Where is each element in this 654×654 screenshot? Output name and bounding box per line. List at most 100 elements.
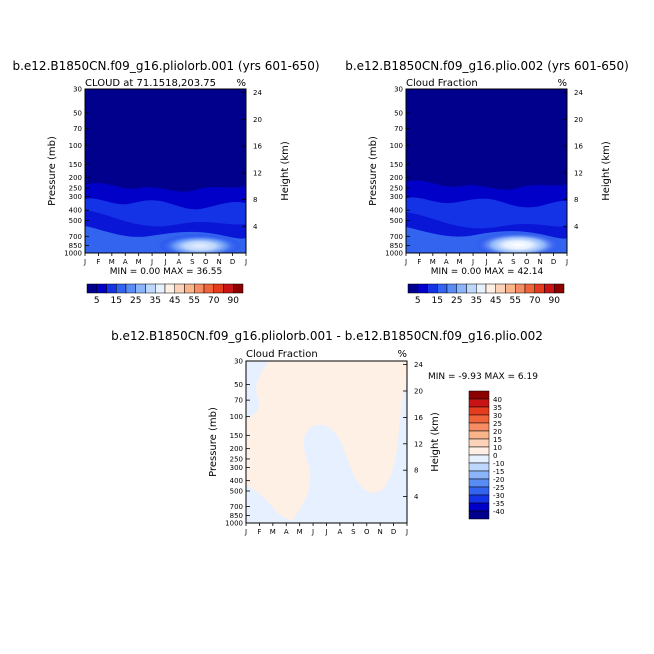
colorbar-label: 40: [493, 396, 502, 404]
colorbar-swatch: [534, 283, 545, 294]
pressure-tick-label: 400: [390, 207, 403, 215]
pressure-tick-label: 500: [390, 217, 403, 225]
height-tick-label: 4: [414, 493, 419, 501]
colorbar-label: -25: [493, 484, 504, 492]
colorbar-label: 45: [490, 296, 501, 306]
colorbar-swatch: [505, 283, 516, 294]
panel-2: b.e12.B1850CN.f09_g16.plio.002 (yrs 601-…: [345, 59, 629, 306]
colorbar-label: 5: [94, 296, 100, 306]
panel-2-height-axis: 24 20 16 12 8 4: [563, 89, 583, 231]
colorbar-swatch: [468, 446, 490, 456]
month-tick-label: M: [136, 258, 142, 266]
colorbar-swatch: [468, 462, 490, 472]
height-tick-label: 16: [574, 143, 583, 151]
month-tick-label: O: [524, 258, 530, 266]
colorbar-swatch: [223, 283, 234, 294]
height-tick-label: 12: [574, 169, 583, 177]
colorbar-label: 15: [493, 436, 502, 444]
colorbar-label: -35: [493, 500, 504, 508]
colorbar-swatch: [468, 510, 490, 520]
pressure-tick-label: 250: [390, 185, 403, 193]
colorbar-swatch: [485, 283, 496, 294]
month-tick-label: A: [177, 258, 182, 266]
colorbar-swatch: [468, 438, 490, 448]
panel-3-field: [246, 361, 407, 523]
panel-3-ylabel: Pressure (mb): [208, 407, 219, 477]
colorbar-label: -10: [493, 460, 504, 468]
month-tick-label: J: [404, 258, 407, 266]
colorbar-swatch: [524, 283, 535, 294]
month-tick-label: N: [217, 258, 222, 266]
height-tick-label: 24: [253, 89, 262, 97]
panel-1-minmax: MIN = 0.00 MAX = 36.55: [110, 267, 222, 277]
colorbar-label: 25: [451, 296, 462, 306]
month-tick-label: J: [484, 258, 487, 266]
pressure-tick-label: 250: [69, 185, 82, 193]
month-tick-label: F: [417, 258, 421, 266]
pressure-tick-label: 1000: [64, 250, 82, 258]
height-tick-label: 8: [253, 196, 257, 204]
panel-2-ylabel-right: Height (km): [601, 141, 612, 201]
month-tick-label: A: [444, 258, 449, 266]
month-tick-label: J: [83, 258, 86, 266]
pressure-tick-label: 30: [394, 86, 403, 94]
height-tick-label: 16: [253, 143, 262, 151]
pressure-tick-label: 50: [234, 381, 243, 389]
colorbar-swatch: [233, 283, 244, 294]
colorbar-swatch: [164, 283, 175, 294]
month-tick-label: A: [284, 528, 289, 536]
colorbar-swatch: [468, 486, 490, 496]
month-tick-label: M: [109, 258, 115, 266]
month-tick-label: M: [430, 258, 436, 266]
colorbar-label: -20: [493, 476, 504, 484]
colorbar-swatch: [468, 406, 490, 416]
panel-1: b.e12.B1850CN.f09_g16.pliolorb.001 (yrs …: [12, 59, 319, 306]
pressure-tick-label: 70: [394, 125, 403, 133]
month-tick-label: J: [324, 528, 327, 536]
colorbar-label: 20: [493, 428, 502, 436]
height-tick-label: 20: [253, 116, 262, 124]
pressure-tick-label: 150: [390, 161, 403, 169]
pressure-tick-label: 700: [390, 233, 403, 241]
colorbar-swatch: [495, 283, 506, 294]
colorbar-swatch: [476, 283, 487, 294]
colorbar-label: 45: [169, 296, 180, 306]
panel-1-ylabel-right: Height (km): [280, 141, 291, 201]
height-tick-label: 12: [253, 169, 262, 177]
colorbar-swatch: [106, 283, 117, 294]
month-tick-label: N: [538, 258, 543, 266]
colorbar-label: 30: [493, 412, 502, 420]
colorbar-swatch: [468, 494, 490, 504]
pressure-tick-label: 500: [230, 487, 243, 495]
month-tick-label: D: [230, 258, 235, 266]
colorbar-swatch: [155, 283, 166, 294]
month-tick-label: O: [364, 528, 370, 536]
month-tick-label: M: [270, 528, 276, 536]
colorbar-label: 15: [432, 296, 443, 306]
panel-3-units: %: [397, 349, 407, 360]
pressure-tick-label: 100: [230, 413, 243, 421]
colorbar-swatch: [427, 283, 438, 294]
colorbar-swatch: [213, 283, 224, 294]
colorbar-swatch: [407, 283, 418, 294]
pressure-tick-label: 850: [390, 242, 403, 250]
colorbar-swatch: [135, 283, 146, 294]
month-tick-label: J: [244, 528, 247, 536]
pressure-tick-label: 150: [69, 161, 82, 169]
pressure-tick-label: 30: [73, 86, 82, 94]
colorbar-swatch: [417, 283, 428, 294]
pressure-tick-label: 200: [390, 174, 403, 182]
month-tick-label: A: [123, 258, 128, 266]
colorbar-swatch: [468, 430, 490, 440]
colorbar-swatch: [446, 283, 457, 294]
pressure-tick-label: 70: [73, 125, 82, 133]
panel-2-units: %: [557, 78, 567, 89]
panel-2-minmax: MIN = 0.00 MAX = 42.14: [431, 267, 544, 277]
colorbar-label: 25: [493, 420, 502, 428]
panel-3-subtitle: Cloud Fraction: [246, 349, 318, 360]
panel-3-ylabel-right: Height (km): [430, 412, 441, 472]
